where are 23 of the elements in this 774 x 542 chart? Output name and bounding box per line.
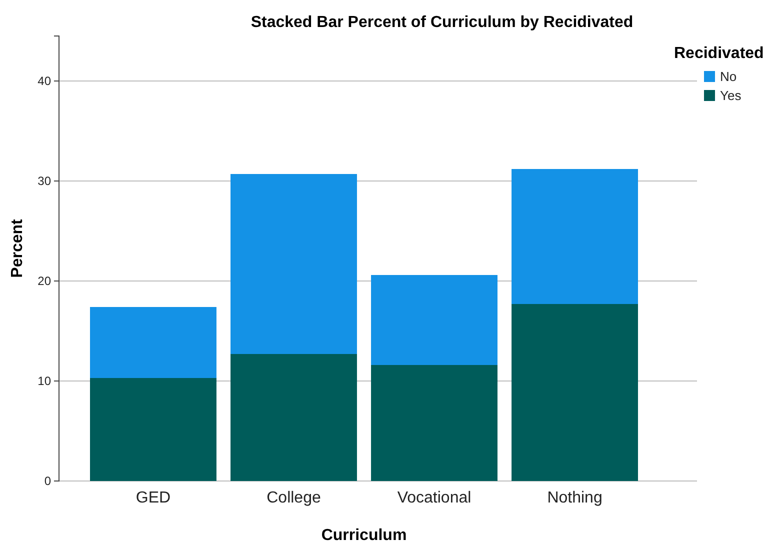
y-tick-label: 30 [38, 174, 52, 188]
x-tick-label: Nothing [547, 489, 602, 506]
y-tick-label: 0 [44, 474, 52, 488]
y-tick-label: 10 [38, 374, 52, 388]
bar [512, 304, 638, 481]
bar [512, 169, 638, 304]
bar [90, 378, 216, 481]
y-tick-label: 40 [38, 74, 52, 88]
x-tick-label: Vocational [397, 489, 472, 506]
y-axis-title: Percent [9, 218, 26, 278]
bar [230, 354, 357, 481]
bar [230, 174, 357, 354]
y-tick-label: 20 [38, 274, 52, 288]
legend-label: Yes [720, 88, 742, 103]
x-axis-title: Curriculum [321, 527, 407, 542]
x-tick-label: GED [136, 489, 171, 506]
legend-title: Recidivated [674, 45, 764, 62]
chart-title: Stacked Bar Percent of Curriculum by Recidivated [250, 14, 634, 31]
x-tick-label: College [266, 489, 321, 506]
bar [90, 307, 216, 378]
legend-label: No [720, 69, 737, 84]
bar [371, 275, 498, 365]
bar [371, 365, 498, 481]
